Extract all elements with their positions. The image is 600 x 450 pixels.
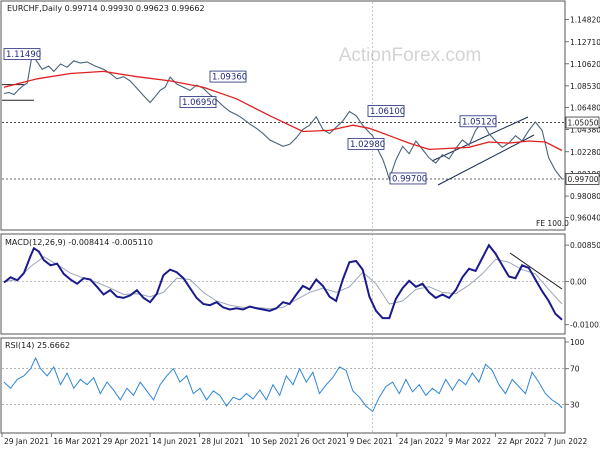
rsi-tick-label: 100	[570, 338, 585, 347]
moving-average-line	[3, 70, 563, 152]
swing-label-box	[3, 48, 41, 61]
price-axis: 1.14820 1.12710 1.10620 1.08530 1.06480 1.043…	[565, 15, 600, 223]
rsi-series	[2, 356, 565, 413]
rsi-axis: 100 70 30	[565, 338, 585, 409]
swing-label-box	[389, 172, 427, 185]
macd-axis: 0.008507 0.00 -0.010034	[565, 241, 600, 330]
rsi-tick-label: 30	[570, 400, 580, 409]
level-badge	[565, 116, 600, 129]
trend-channel	[431, 116, 535, 186]
time-tick-label: 16 Mar 2021	[53, 437, 101, 446]
macd-panel-frame	[0, 233, 566, 335]
swing-label: 1.09360	[212, 73, 247, 83]
time-tick-label: 9 Dec 2021	[350, 437, 393, 446]
rsi-line	[3, 356, 563, 413]
price-tick-label: 1.14820	[570, 15, 600, 24]
price-tick-label: 0.98080	[570, 192, 600, 201]
price-tick-label: 1.02280	[570, 148, 600, 157]
time-axis: 29 Jan 2021 16 Mar 2021 29 Apr 2021 14 Jun …	[1, 433, 588, 446]
macd-label: MACD(12,26,9) -0.008414 -0.005110	[5, 238, 153, 247]
price-tick-label: 1.08530	[570, 82, 600, 91]
swing-labels: 1.11490 1.09360 1.06950 1.06100 1.05120 1.029…	[3, 48, 497, 185]
time-tick-label: 29 Apr 2021	[103, 437, 150, 446]
channel-lower-line	[437, 134, 535, 186]
swing-label: 1.06100	[370, 107, 405, 117]
swing-label-box	[347, 137, 385, 150]
price-panel-title: EURCHF,Daily 0.99714 0.99930 0.99623 0.9…	[7, 4, 205, 13]
swing-label-box	[179, 96, 217, 108]
swing-label-box	[209, 70, 247, 83]
macd-line	[3, 243, 563, 321]
time-tick-label: 14 Jun 2021	[152, 437, 197, 446]
swing-label: 1.06950	[182, 98, 217, 108]
rsi-tick-label: 70	[570, 365, 580, 374]
rsi-label: RSI(14) 25.6662	[5, 341, 70, 350]
channel-upper-line	[431, 116, 529, 162]
last-price-badge	[565, 173, 600, 185]
swing-label: 1.11490	[6, 50, 41, 60]
fe-label: FE 100.0	[536, 219, 569, 228]
time-tick-label: 7 Jun 2022	[547, 437, 588, 446]
price-line	[3, 53, 563, 181]
swing-label-box	[367, 105, 405, 117]
last-price-badge-text: 0.99700	[568, 175, 599, 184]
time-tick-label: 28 Jul 2021	[201, 437, 244, 446]
time-tick-label: 10 Sep 2021	[251, 437, 299, 446]
price-series	[3, 53, 563, 181]
price-tick-label: 0.96040	[570, 214, 600, 223]
price-tick-label: 1.04380	[570, 126, 600, 135]
time-tick-label: 24 Jan 2022	[399, 437, 444, 446]
time-tick-label: 22 Apr 2022	[498, 437, 545, 446]
time-tick-label: 29 Jan 2021	[4, 437, 49, 446]
macd-trend-line	[509, 252, 563, 290]
swing-label: 1.05120	[462, 117, 497, 127]
time-tick-label: 26 Oct 2021	[300, 437, 347, 446]
macd-series	[2, 243, 565, 321]
watermark-text: ActionForex.com	[339, 45, 482, 66]
time-tick-label: 9 Mar 2022	[448, 437, 491, 446]
macd-tick-label: -0.010034	[570, 321, 600, 330]
macd-tick-label: 0.00	[570, 278, 587, 287]
swing-label: 0.99700	[392, 174, 427, 184]
price-tick-label: 1.12710	[570, 38, 600, 47]
macd-tick-label: 0.008507	[570, 241, 600, 250]
swing-label-box	[459, 115, 497, 128]
macd-signal-line	[3, 256, 563, 310]
swing-label: 1.02980	[350, 140, 385, 150]
price-tick-label: 1.06480	[570, 103, 600, 112]
level-badge-text: 1.05050	[568, 119, 599, 128]
price-tick-label: 1.10620	[570, 60, 600, 69]
